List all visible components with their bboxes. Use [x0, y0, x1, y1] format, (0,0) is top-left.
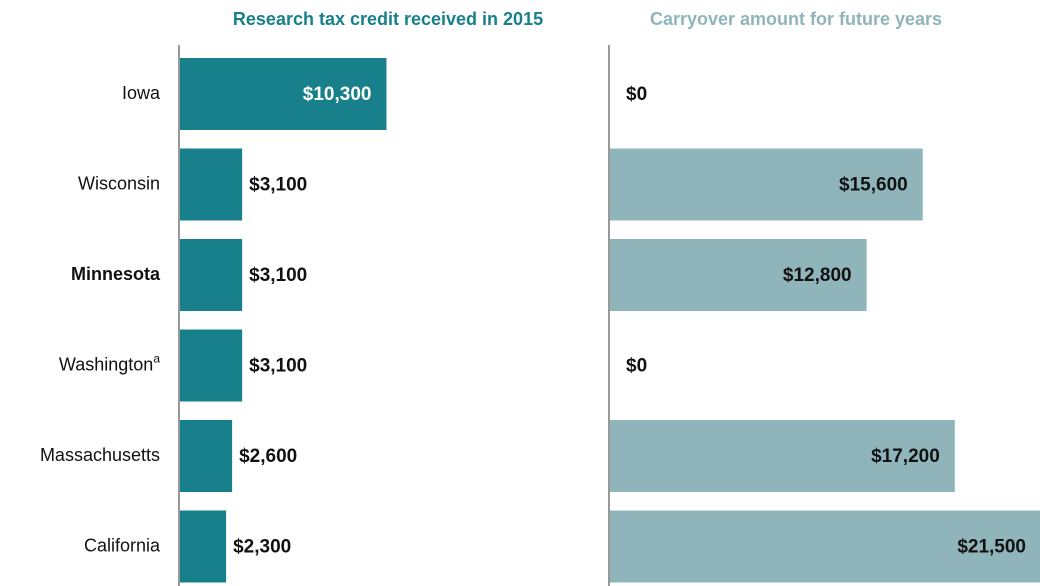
value-label: $3,100 [249, 356, 307, 377]
panel-title: Research tax credit received in 2015 [233, 9, 543, 29]
value-label: $0 [626, 356, 647, 377]
bar [610, 148, 923, 221]
value-label: $2,600 [239, 446, 297, 467]
value-label: $17,200 [871, 446, 940, 467]
footnote-marker: a [153, 352, 160, 366]
bar [180, 148, 243, 221]
value-label: $2,300 [233, 537, 291, 558]
category-label: Massachusetts [40, 445, 160, 465]
panel-title: Carryover amount for future years [650, 9, 942, 29]
category-label: California [84, 535, 161, 555]
category-label: Minnesota [71, 264, 161, 284]
category-label: Wisconsin [78, 173, 160, 193]
bar [180, 420, 233, 492]
bar [180, 510, 227, 583]
category-name: Wisconsin [78, 173, 160, 193]
bar [180, 58, 387, 130]
value-label: $0 [626, 84, 647, 105]
bar [610, 420, 955, 492]
category-label: Washingtona [59, 352, 160, 375]
category-name: Minnesota [71, 264, 161, 284]
category-name: Iowa [122, 83, 161, 103]
bar [180, 239, 243, 311]
bar [610, 239, 867, 311]
value-label: $3,100 [249, 175, 307, 196]
category-name: Washington [59, 354, 153, 374]
category-name: Massachusetts [40, 445, 160, 465]
value-label: $3,100 [249, 265, 307, 286]
value-label: $15,600 [839, 175, 908, 196]
value-label: $12,800 [783, 265, 852, 286]
value-label: $10,300 [303, 84, 372, 105]
bar [610, 510, 1040, 583]
category-name: California [84, 535, 161, 555]
category-label: Iowa [122, 83, 161, 103]
bar [180, 329, 243, 402]
value-label: $21,500 [957, 537, 1026, 558]
